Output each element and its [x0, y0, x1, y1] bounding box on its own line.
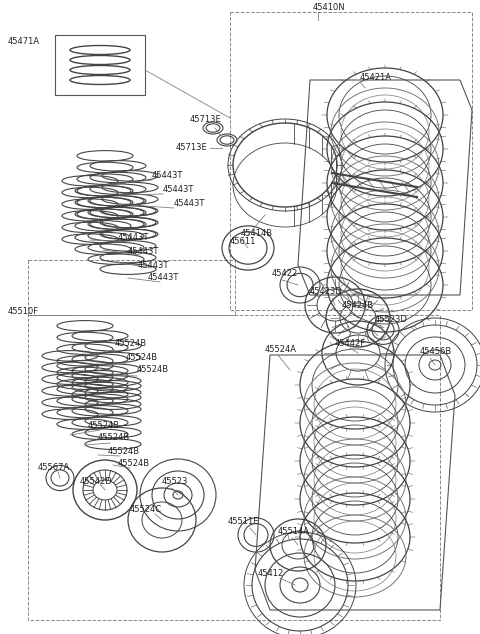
Text: 45510F: 45510F: [8, 306, 39, 316]
Text: 45542D: 45542D: [80, 477, 113, 486]
Text: 45713E: 45713E: [190, 115, 222, 124]
Text: 45524B: 45524B: [108, 446, 140, 455]
Text: 45443T: 45443T: [128, 247, 159, 256]
Text: 45524A: 45524A: [265, 346, 297, 354]
Text: 45523D: 45523D: [375, 316, 408, 325]
Text: 45443T: 45443T: [174, 198, 205, 207]
Text: 45410N: 45410N: [313, 4, 346, 13]
Text: 45511E: 45511E: [228, 517, 260, 526]
Text: 45456B: 45456B: [420, 347, 452, 356]
Text: 45442F: 45442F: [335, 339, 366, 349]
Bar: [55, 35, 145, 95]
Text: 45524B: 45524B: [126, 353, 158, 361]
Text: 45713E: 45713E: [176, 143, 208, 152]
Text: 45422: 45422: [272, 269, 298, 278]
Bar: [28, 260, 235, 315]
Text: 45524C: 45524C: [130, 505, 162, 515]
Bar: [230, 12, 472, 310]
Bar: [28, 315, 440, 620]
Text: 45424B: 45424B: [342, 302, 374, 311]
Text: 45414B: 45414B: [241, 228, 273, 238]
Text: 45423D: 45423D: [310, 287, 343, 297]
Text: 45524B: 45524B: [88, 420, 120, 429]
Text: 45524B: 45524B: [118, 460, 150, 469]
Text: 45611: 45611: [230, 236, 256, 245]
Text: 45524B: 45524B: [115, 339, 147, 349]
Text: 45523: 45523: [162, 477, 188, 486]
Text: 45443T: 45443T: [138, 261, 169, 269]
Text: 45514A: 45514A: [278, 527, 310, 536]
Text: 45443T: 45443T: [163, 184, 194, 193]
Text: 45443T: 45443T: [152, 171, 183, 179]
Text: 45443T: 45443T: [148, 273, 180, 283]
Text: 45443T: 45443T: [118, 233, 149, 242]
Text: 45567A: 45567A: [38, 463, 70, 472]
Text: 45524B: 45524B: [98, 434, 130, 443]
Text: 45471A: 45471A: [8, 37, 40, 46]
Text: 45412: 45412: [258, 569, 284, 578]
Text: 45421A: 45421A: [360, 74, 392, 82]
Text: 45524B: 45524B: [137, 365, 169, 375]
